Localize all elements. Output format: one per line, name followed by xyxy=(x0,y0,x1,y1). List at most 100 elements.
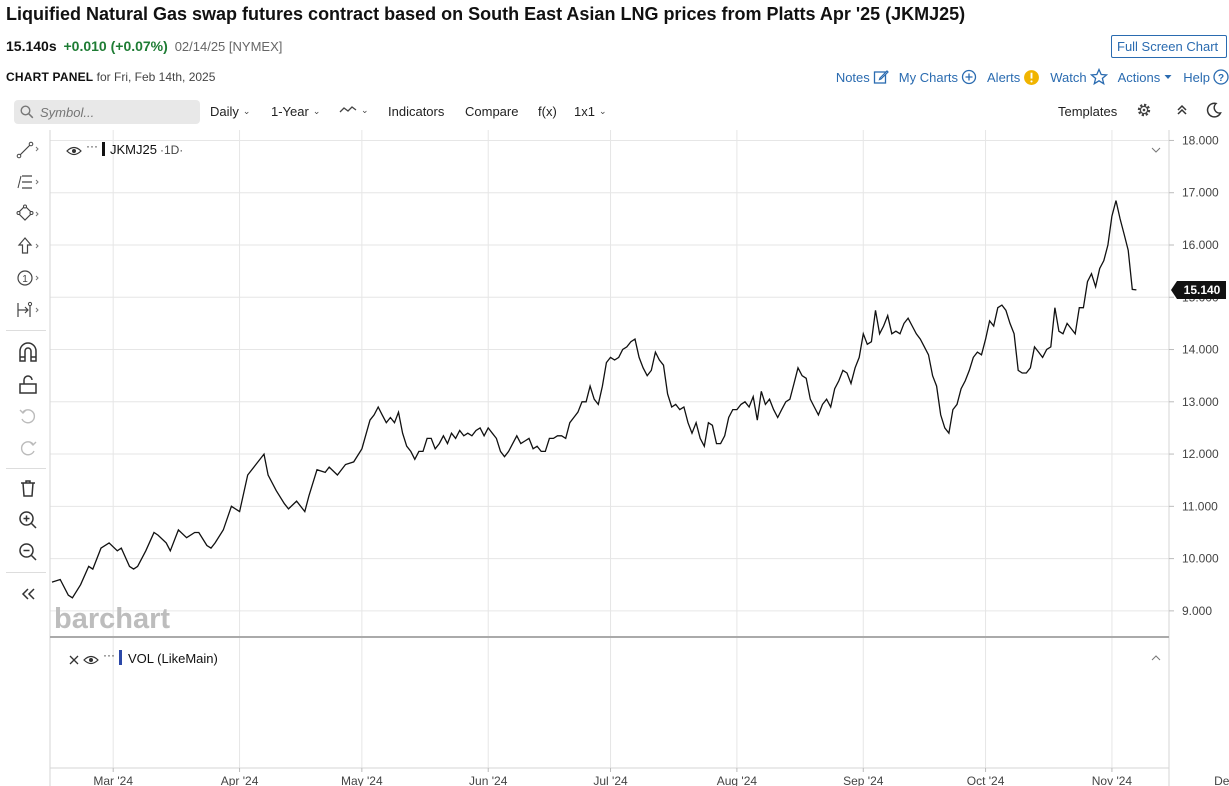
indicators-label: Indicators xyxy=(388,104,445,119)
series-symbol: JKMJ25·1D· xyxy=(110,142,183,157)
chevron-up-icon[interactable] xyxy=(1151,655,1161,661)
chart-type-dropdown[interactable]: ⌄ xyxy=(339,104,369,116)
collapse-toolbar-button[interactable] xyxy=(1175,103,1189,117)
eye-icon[interactable] xyxy=(83,655,99,665)
price-series-line xyxy=(51,200,1137,599)
annotation-tool[interactable]: 1 xyxy=(16,266,40,290)
x-axis: Mar '24 Apr '24 May '24 Jun '24 Jul '24 Aug '… xyxy=(93,768,1229,786)
symbol-search[interactable] xyxy=(14,100,200,124)
y-tick-label: 12.000 xyxy=(1182,447,1219,461)
double-chevron-up-icon xyxy=(1177,104,1187,115)
quote-meta: 02/14/25 [NYMEX] xyxy=(174,39,283,54)
fx-button[interactable]: f(x) xyxy=(538,104,557,119)
watch-button[interactable]: Watch xyxy=(1050,68,1108,86)
x-tick-label: Jun '24 xyxy=(469,774,508,786)
fibonacci-tool[interactable] xyxy=(16,170,40,194)
x-tick-label: Jul '24 xyxy=(593,774,628,786)
compare-button[interactable]: Compare xyxy=(465,104,518,119)
zoom-out-button[interactable] xyxy=(16,540,40,564)
range-dropdown[interactable]: 1-Year ⌄ xyxy=(271,104,320,119)
compare-label: Compare xyxy=(465,104,519,119)
close-icon[interactable] xyxy=(69,655,79,665)
chevron-down-icon: ⌄ xyxy=(242,106,251,116)
measure-tool[interactable] xyxy=(16,298,40,322)
double-chevron-left-icon xyxy=(21,588,35,600)
x-tick-label: Mar '24 xyxy=(93,774,133,786)
alerts-button[interactable]: Alerts xyxy=(987,68,1040,86)
unlock-icon xyxy=(19,375,37,394)
svg-text:?: ? xyxy=(1218,73,1224,84)
magnet-tool[interactable] xyxy=(16,340,40,364)
more-options-icon[interactable]: ··· xyxy=(103,648,115,662)
fibonacci-icon xyxy=(17,175,39,189)
shapes-tool[interactable] xyxy=(16,202,40,226)
indicators-button[interactable]: Indicators xyxy=(388,104,444,119)
y-tick-label: 13.000 xyxy=(1182,395,1219,409)
layout-dropdown[interactable]: 1x1 ⌄ xyxy=(574,104,607,119)
templates-button[interactable]: Templates xyxy=(1058,104,1117,119)
undo-icon xyxy=(19,409,36,424)
x-tick-label: Nov '24 xyxy=(1092,774,1133,786)
watch-label: Watch xyxy=(1050,69,1087,85)
gear-icon xyxy=(1137,103,1151,117)
alerts-label: Alerts xyxy=(987,69,1021,85)
trendline-tool[interactable] xyxy=(16,138,40,162)
zoom-in-button[interactable] xyxy=(16,508,40,532)
full-screen-chart-button[interactable]: Full Screen Chart xyxy=(1111,35,1227,58)
arrow-up-icon xyxy=(17,237,39,254)
x-tick-label: Aug '24 xyxy=(717,774,758,786)
lock-tool[interactable] xyxy=(16,372,40,396)
more-options-icon[interactable]: ··· xyxy=(86,139,98,153)
my-charts-button[interactable]: My Charts xyxy=(899,68,977,86)
toolbar-divider xyxy=(6,468,46,469)
fx-label: f(x) xyxy=(538,104,557,119)
chevron-down-icon[interactable] xyxy=(1151,147,1161,153)
trendline-icon xyxy=(16,141,39,159)
star-icon xyxy=(1089,68,1108,86)
collapse-sidebar-button[interactable] xyxy=(16,582,40,606)
period-dropdown[interactable]: Daily ⌄ xyxy=(210,104,250,119)
help-icon: ? xyxy=(1213,69,1229,85)
chart-panel-label: CHART PANEL for Fri, Feb 14th, 2025 xyxy=(6,70,215,84)
actions-menu-button[interactable]: Actions xyxy=(1118,68,1174,86)
dark-mode-toggle[interactable] xyxy=(1206,102,1222,118)
alert-icon xyxy=(1024,69,1040,85)
y-axis: 18.00017.00016.00015.00014.00013.00012.0… xyxy=(1169,133,1219,618)
x-tick-label: May '24 xyxy=(341,774,383,786)
trash-icon xyxy=(21,480,35,497)
chart-panel-title: CHART PANEL xyxy=(6,70,94,84)
full-screen-chart-label: Full Screen Chart xyxy=(1117,39,1219,54)
templates-label: Templates xyxy=(1058,104,1118,119)
notes-button[interactable]: Notes xyxy=(836,68,889,86)
chart-actions: Notes My Charts Alerts Watch Actions Hel… xyxy=(836,68,1229,86)
y-tick-label: 18.000 xyxy=(1182,133,1219,147)
series-symbol-name: JKMJ25 xyxy=(110,142,157,157)
chevron-down-icon: ⌄ xyxy=(312,106,321,116)
symbol-input[interactable] xyxy=(40,104,190,120)
volume-color-swatch xyxy=(119,650,122,665)
arrow-tool[interactable] xyxy=(16,234,40,258)
notes-label: Notes xyxy=(835,69,870,85)
delete-button[interactable] xyxy=(16,476,40,500)
last-price-value: 15.140 xyxy=(1184,283,1221,297)
undo-button[interactable] xyxy=(16,404,40,428)
eye-icon[interactable] xyxy=(66,146,82,156)
edit-note-icon xyxy=(873,70,889,84)
my-charts-label: My Charts xyxy=(898,69,959,85)
volume-legend: ··· VOL (LikeMain) xyxy=(69,648,1161,666)
chevron-down-icon xyxy=(1164,75,1172,79)
series-legend: ··· JKMJ25·1D· xyxy=(66,139,1161,157)
quote-line: 15.140s +0.010 (+0.07%) 02/14/25 [NYMEX] xyxy=(6,38,282,54)
chart-toolbar: Daily⌄ 1-Year⌄ ⌄ Indicators Compare f(x)… xyxy=(0,96,1229,128)
zoom-in-icon xyxy=(19,511,37,529)
line-chart-icon xyxy=(339,106,357,113)
settings-button[interactable] xyxy=(1136,102,1152,118)
moon-icon xyxy=(1206,102,1222,118)
help-button[interactable]: Help ? xyxy=(1183,68,1229,86)
range-label: 1-Year xyxy=(271,104,309,119)
help-label: Help xyxy=(1183,69,1210,85)
layout-label: 1x1 xyxy=(574,104,595,119)
redo-button[interactable] xyxy=(16,436,40,460)
y-tick-label: 14.000 xyxy=(1182,343,1219,357)
